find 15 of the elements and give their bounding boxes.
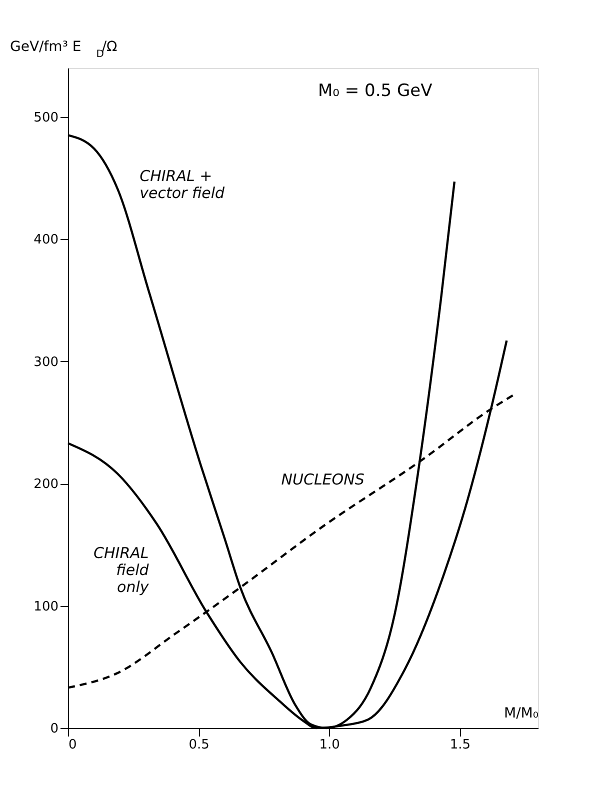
series-label: NUCLEONS: [281, 470, 365, 489]
x-tick-label: 1.0: [319, 738, 340, 752]
x-tick-label: 1.5: [450, 738, 471, 752]
x-tick-label: 0.5: [188, 738, 210, 752]
y-tick-label: 0: [50, 722, 58, 736]
y-tick-label: 400: [34, 232, 58, 248]
series-label: CHIRAL field only: [94, 544, 150, 596]
x-tick-label: 0: [68, 738, 77, 752]
x-axis-title: M/M₀: [504, 706, 539, 722]
series-label: CHIRAL + vector field: [140, 167, 226, 202]
y-tick-label: 500: [34, 110, 58, 126]
annotation: M₀ = 0.5 GeV: [318, 81, 433, 101]
y-tick-label: 300: [34, 354, 58, 370]
y-tick-label: 200: [34, 477, 58, 492]
y-tick-label: 100: [34, 599, 58, 614]
